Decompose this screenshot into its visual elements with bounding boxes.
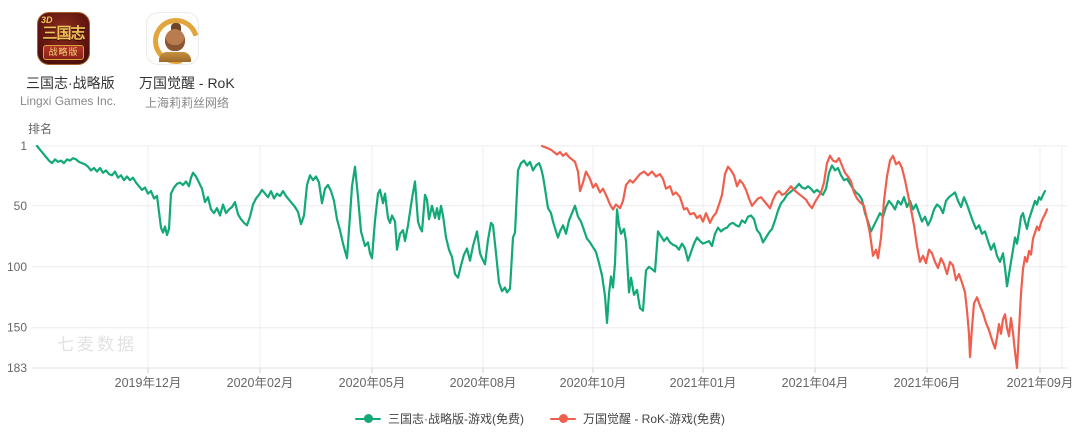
x-tick-label: 2021年09月 (1007, 376, 1074, 390)
x-tick-label: 2020年08月 (450, 376, 517, 390)
legend-label: 万国觉醒 - RoK-游戏(免费) (583, 412, 725, 426)
y-tick-label: 1 (20, 139, 27, 153)
chart-legend: 三国志·战略版-游戏(免费) 万国觉醒 - RoK-游戏(免费) (0, 410, 1080, 427)
y-tick-label: 50 (14, 199, 28, 213)
x-tick-label: 2021年06月 (894, 376, 961, 390)
x-tick-label: 2021年04月 (782, 376, 849, 390)
y-axis-title: 排名 (28, 122, 53, 136)
x-tick-label: 2020年02月 (227, 376, 294, 390)
legend-label: 三国志·战略版-游戏(免费) (388, 412, 524, 426)
y-tick-label: 183 (7, 361, 27, 375)
legend-dot (364, 413, 373, 423)
app-publisher: Lingxi Games Inc. (20, 94, 117, 108)
legend-marker-icon (550, 413, 576, 424)
emperor-face (165, 29, 185, 51)
x-tick-label: 2019年12月 (115, 376, 182, 390)
legend-marker-icon (355, 413, 381, 424)
app-title[interactable]: 三国志·战略版 (26, 75, 115, 91)
app-icon-banner-text: 战略版 (43, 45, 84, 60)
3d-badge: 3D (41, 15, 53, 25)
legend-item-1[interactable]: 万国觉醒 - RoK-游戏(免费) (550, 410, 725, 427)
legend-item-0[interactable]: 三国志·战略版-游戏(免费) (355, 410, 524, 427)
rok-app-icon[interactable] (144, 9, 208, 73)
app-icon-calligraphy-text: 三国志 (42, 25, 85, 42)
y-tick-label: 150 (7, 321, 27, 335)
emperor-robe (159, 52, 191, 62)
x-tick-label: 2021年01月 (670, 376, 737, 390)
emperor-hair (171, 23, 181, 31)
y-tick-label: 100 (7, 260, 27, 274)
app-publisher: 上海莉莉丝网络 (145, 96, 230, 110)
series-line-0[interactable] (35, 144, 1047, 324)
qimai-watermark: 七麦数据 (57, 335, 137, 354)
sanguozhi-app-icon[interactable]: 3D 三国志 战略版 (37, 12, 90, 65)
x-tick-label: 2020年05月 (339, 376, 406, 390)
app-title[interactable]: 万国觉醒 - RoK (139, 75, 235, 91)
legend-dot (559, 413, 568, 423)
x-tick-label: 2020年10月 (560, 376, 627, 390)
series-line-1[interactable] (540, 144, 1049, 370)
